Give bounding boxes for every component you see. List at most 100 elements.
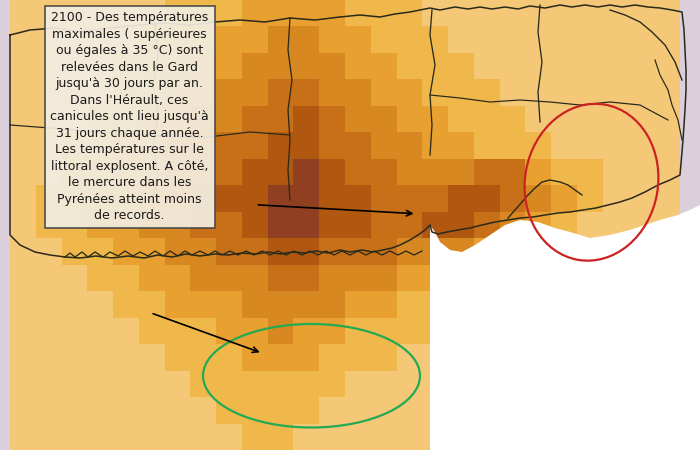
Bar	[448, 423, 474, 450]
Bar	[629, 423, 654, 450]
Bar	[371, 397, 396, 423]
Bar	[629, 344, 654, 371]
Bar	[526, 185, 551, 212]
Bar	[448, 132, 474, 159]
Bar	[396, 212, 422, 238]
Bar	[190, 79, 216, 106]
Bar	[448, 0, 474, 27]
Bar	[500, 265, 526, 291]
Bar	[526, 212, 551, 238]
Bar	[139, 106, 164, 132]
Bar	[654, 0, 680, 27]
Bar	[62, 318, 88, 344]
Bar	[603, 132, 629, 159]
Bar	[164, 238, 190, 265]
Bar	[10, 0, 36, 27]
Bar	[36, 106, 62, 132]
Bar	[36, 344, 62, 371]
Bar	[293, 53, 319, 79]
Bar	[396, 265, 422, 291]
Bar	[113, 397, 139, 423]
Bar	[139, 397, 164, 423]
Bar	[500, 291, 526, 318]
Bar	[88, 79, 113, 106]
Bar	[139, 132, 164, 159]
Bar	[267, 397, 293, 423]
Bar	[62, 132, 88, 159]
Bar	[551, 423, 577, 450]
Bar	[422, 318, 448, 344]
Bar	[293, 27, 319, 53]
Bar	[396, 106, 422, 132]
Bar	[345, 0, 371, 27]
Bar	[603, 423, 629, 450]
Bar	[319, 318, 345, 344]
Bar	[654, 79, 680, 106]
Bar	[293, 0, 319, 27]
Bar	[526, 291, 551, 318]
Bar	[242, 344, 267, 371]
Bar	[242, 238, 267, 265]
Bar	[10, 238, 36, 265]
Bar	[216, 0, 242, 27]
Bar	[293, 185, 319, 212]
Bar	[577, 318, 603, 344]
Bar	[113, 265, 139, 291]
Bar	[62, 53, 88, 79]
Bar	[371, 106, 396, 132]
Bar	[139, 344, 164, 371]
Bar	[551, 371, 577, 397]
Bar	[603, 265, 629, 291]
Bar	[190, 291, 216, 318]
Bar	[396, 397, 422, 423]
Bar	[629, 371, 654, 397]
Bar	[319, 212, 345, 238]
Bar	[629, 185, 654, 212]
Bar	[603, 27, 629, 53]
Bar	[293, 265, 319, 291]
Bar	[164, 212, 190, 238]
Bar	[551, 344, 577, 371]
Bar	[422, 106, 448, 132]
Bar	[371, 318, 396, 344]
Bar	[139, 291, 164, 318]
Bar	[293, 106, 319, 132]
Bar	[629, 159, 654, 185]
Bar	[164, 79, 190, 106]
Bar	[448, 318, 474, 344]
Bar	[242, 79, 267, 106]
Bar	[526, 397, 551, 423]
Bar	[242, 27, 267, 53]
Bar	[474, 397, 500, 423]
Bar	[88, 397, 113, 423]
Bar	[551, 397, 577, 423]
Bar	[164, 423, 190, 450]
Bar	[293, 371, 319, 397]
Bar	[242, 106, 267, 132]
Bar	[603, 238, 629, 265]
Bar	[242, 185, 267, 212]
Bar	[319, 0, 345, 27]
Bar	[267, 318, 293, 344]
Bar	[551, 159, 577, 185]
Bar	[345, 423, 371, 450]
Bar	[36, 318, 62, 344]
Bar	[113, 132, 139, 159]
Bar	[267, 423, 293, 450]
Bar	[371, 132, 396, 159]
Bar	[577, 0, 603, 27]
Bar	[577, 344, 603, 371]
Bar	[267, 27, 293, 53]
Bar	[190, 238, 216, 265]
Bar	[293, 318, 319, 344]
Bar	[36, 423, 62, 450]
Bar	[371, 79, 396, 106]
Bar	[551, 238, 577, 265]
Bar	[216, 238, 242, 265]
Bar	[603, 159, 629, 185]
Bar	[345, 318, 371, 344]
Bar	[526, 53, 551, 79]
Bar	[10, 318, 36, 344]
Bar	[267, 291, 293, 318]
Bar	[88, 371, 113, 397]
